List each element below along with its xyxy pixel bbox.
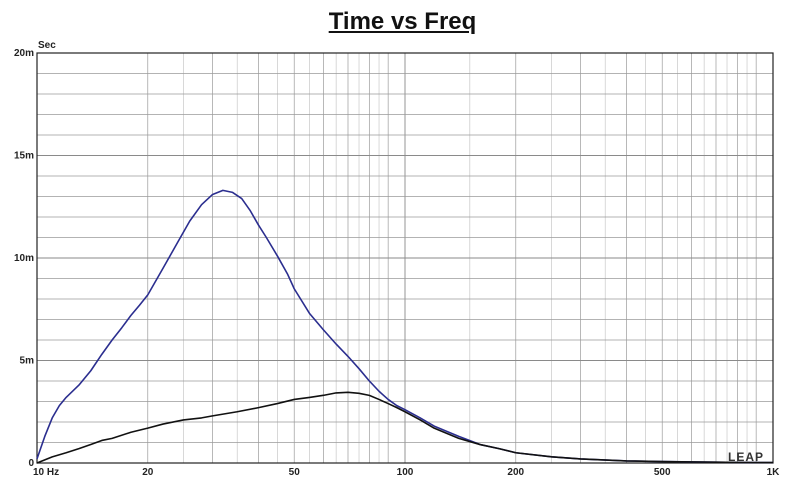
x-tick-label: 100 [397,467,414,478]
plot-frame [36,52,774,464]
y-tick-label: 20m [14,48,34,59]
x-tick-label: 10 Hz [33,467,59,478]
chart-title: Time vs Freq [328,8,477,35]
x-tick-label: 500 [654,467,671,478]
y-tick-label: 15m [14,151,34,162]
y-tick-label: 0 [28,458,34,469]
y-tick-label: 10m [14,253,34,264]
x-tick-label: 20 [142,467,154,478]
leap-watermark: LEAP [728,450,764,464]
grid-layer [37,53,773,463]
series-line-2 [36,391,773,464]
y-tick-label: 5m [20,356,35,367]
x-tick-label: 50 [289,467,301,478]
x-tick-label: 200 [507,467,524,478]
series-layer [36,189,773,464]
x-tick-label: 1K [767,467,781,478]
tick-layer: 10 Hz 20 50 100 200 500 1K 0 5m 10m 15m 20m [14,48,780,478]
y-axis-unit-label: Sec [38,40,56,51]
